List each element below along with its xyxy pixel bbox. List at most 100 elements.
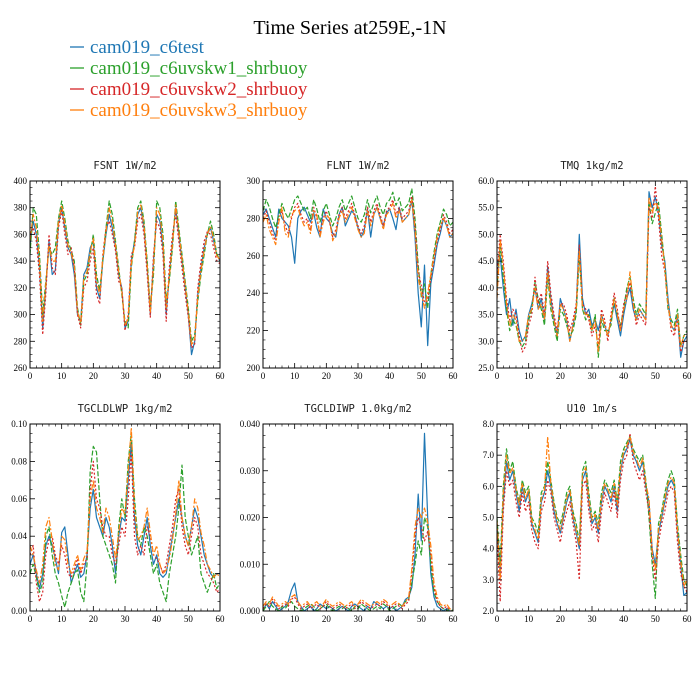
y-tick-label: 0.000 bbox=[240, 606, 261, 616]
y-tick-label: 55.0 bbox=[478, 203, 494, 213]
x-tick-label: 10 bbox=[290, 614, 300, 624]
legend-label-3: cam019_c6uvskw2_shrbuoy bbox=[90, 79, 308, 100]
x-tick-label: 40 bbox=[152, 371, 162, 381]
panels: FSNT 1W/m20 10 20 30 40 50 6026028030032034036… bbox=[11, 160, 692, 624]
y-tick-label: 0.04 bbox=[11, 531, 27, 541]
y-tick-label: 7.0 bbox=[483, 450, 495, 460]
y-tick-label: 0.00 bbox=[11, 606, 27, 616]
y-tick-label: 400 bbox=[14, 176, 28, 186]
series-line-2 bbox=[497, 201, 687, 358]
series-line-2 bbox=[263, 187, 453, 309]
x-tick-label: 60 bbox=[449, 614, 459, 624]
series-group bbox=[497, 185, 687, 358]
y-tick-label: 300 bbox=[14, 310, 28, 320]
legend-label-2: cam019_c6uvskw1_shrbuoy bbox=[90, 58, 308, 79]
x-tick-label: 60 bbox=[449, 371, 459, 381]
y-tick-label: 35.0 bbox=[478, 310, 494, 320]
series-line-1 bbox=[263, 199, 453, 347]
y-tick-label: 300 bbox=[247, 176, 261, 186]
series-group bbox=[30, 427, 220, 608]
y-tick-label: 0.010 bbox=[240, 559, 261, 569]
series-line-3 bbox=[497, 432, 687, 603]
y-tick-label: 25.0 bbox=[478, 363, 494, 373]
series-line-4 bbox=[497, 435, 687, 587]
x-tick-label: 50 bbox=[417, 614, 427, 624]
series-line-3 bbox=[30, 451, 220, 603]
y-tick-label: 3.0 bbox=[483, 575, 495, 585]
panel-title: FSNT 1W/m2 bbox=[93, 160, 156, 172]
x-tick-label: 10 bbox=[290, 371, 300, 381]
x-tick-label: 20 bbox=[556, 371, 566, 381]
panel-title: FLNT 1W/m2 bbox=[326, 160, 389, 172]
x-tick-label: 30 bbox=[121, 371, 131, 381]
legend-label-1: cam019_c6test bbox=[90, 37, 205, 58]
y-tick-label: 360 bbox=[14, 229, 28, 239]
y-tick-label: 40.0 bbox=[478, 283, 494, 293]
x-tick-label: 0 bbox=[261, 371, 266, 381]
x-tick-label: 0 bbox=[261, 614, 266, 624]
y-tick-label: 0.040 bbox=[240, 419, 261, 429]
panel-title: TGCLDLWP 1kg/m2 bbox=[78, 403, 173, 415]
figure-title: Time Series at259E,-1N bbox=[253, 17, 446, 39]
y-tick-label: 0.020 bbox=[240, 513, 261, 523]
x-tick-label: 30 bbox=[121, 614, 131, 624]
x-tick-label: 40 bbox=[152, 614, 162, 624]
x-tick-label: 0 bbox=[28, 614, 33, 624]
x-tick-label: 10 bbox=[57, 371, 67, 381]
panel-title: TMQ 1kg/m2 bbox=[560, 160, 623, 172]
y-tick-label: 260 bbox=[247, 251, 261, 261]
y-tick-label: 45.0 bbox=[478, 256, 494, 266]
series-line-4 bbox=[30, 204, 220, 346]
y-tick-label: 220 bbox=[247, 326, 261, 336]
x-tick-label: 40 bbox=[619, 614, 629, 624]
x-tick-label: 40 bbox=[619, 371, 629, 381]
y-tick-label: 280 bbox=[247, 213, 261, 223]
x-tick-label: 60 bbox=[683, 614, 693, 624]
y-tick-label: 6.0 bbox=[483, 481, 495, 491]
x-tick-label: 60 bbox=[216, 614, 226, 624]
x-tick-label: 60 bbox=[683, 371, 693, 381]
x-tick-label: 50 bbox=[651, 371, 661, 381]
x-tick-label: 20 bbox=[322, 371, 332, 381]
series-line-1 bbox=[497, 191, 687, 358]
x-tick-label: 30 bbox=[588, 614, 598, 624]
x-tick-label: 30 bbox=[588, 371, 598, 381]
y-tick-label: 340 bbox=[14, 256, 28, 266]
x-tick-label: 50 bbox=[651, 614, 661, 624]
y-tick-label: 30.0 bbox=[478, 336, 494, 346]
panel-title: TGCLDIWP 1.0kg/m2 bbox=[304, 403, 411, 415]
series-line-2 bbox=[30, 432, 220, 608]
y-tick-label: 5.0 bbox=[483, 513, 495, 523]
y-tick-label: 0.06 bbox=[11, 494, 27, 504]
x-tick-label: 30 bbox=[354, 371, 364, 381]
x-tick-label: 10 bbox=[524, 371, 534, 381]
x-tick-label: 20 bbox=[556, 614, 566, 624]
series-group bbox=[263, 432, 453, 611]
y-tick-label: 260 bbox=[14, 363, 28, 373]
y-tick-label: 60.0 bbox=[478, 176, 494, 186]
x-tick-label: 50 bbox=[184, 371, 194, 381]
x-tick-label: 0 bbox=[28, 371, 33, 381]
panel-2: FLNT 1W/m2 0 10 20 30 40 50 60 200 220 240 260 280 30… bbox=[247, 160, 459, 381]
panel-6: U10 1m/s 0 10 20 30 40 50 60 2.0 3.0 4.0 5.0 6.0 7.0 8… bbox=[483, 403, 692, 624]
y-tick-label: 50.0 bbox=[478, 229, 494, 239]
panel-5: TGCLDIWP 1.0kg/m2 0 10 20 30 40 50 60 0.000 0.010… bbox=[240, 403, 458, 624]
y-tick-label: 4.0 bbox=[483, 544, 495, 554]
series-line-4 bbox=[263, 199, 453, 309]
legend-label-4: cam019_c6uvskw3_shrbuoy bbox=[90, 100, 308, 121]
x-tick-label: 40 bbox=[385, 371, 395, 381]
x-tick-label: 30 bbox=[354, 614, 364, 624]
y-tick-label: 0.10 bbox=[11, 419, 27, 429]
series-group bbox=[263, 187, 453, 347]
y-tick-label: 8.0 bbox=[483, 419, 495, 429]
series-group bbox=[497, 432, 687, 603]
x-tick-label: 50 bbox=[184, 614, 194, 624]
y-tick-label: 2.0 bbox=[483, 606, 495, 616]
legend: cam019_c6testcam019_c6uvskw1_shrbuoycam0… bbox=[70, 37, 308, 121]
panel-4: TGCLDLWP 1kg/m2 0 10 20 30 40 50 60 0.00 0.02 0.04… bbox=[11, 403, 225, 624]
x-tick-label: 0 bbox=[495, 371, 500, 381]
y-tick-label: 280 bbox=[14, 336, 28, 346]
series-group bbox=[30, 200, 220, 356]
y-tick-label: 0.08 bbox=[11, 456, 27, 466]
